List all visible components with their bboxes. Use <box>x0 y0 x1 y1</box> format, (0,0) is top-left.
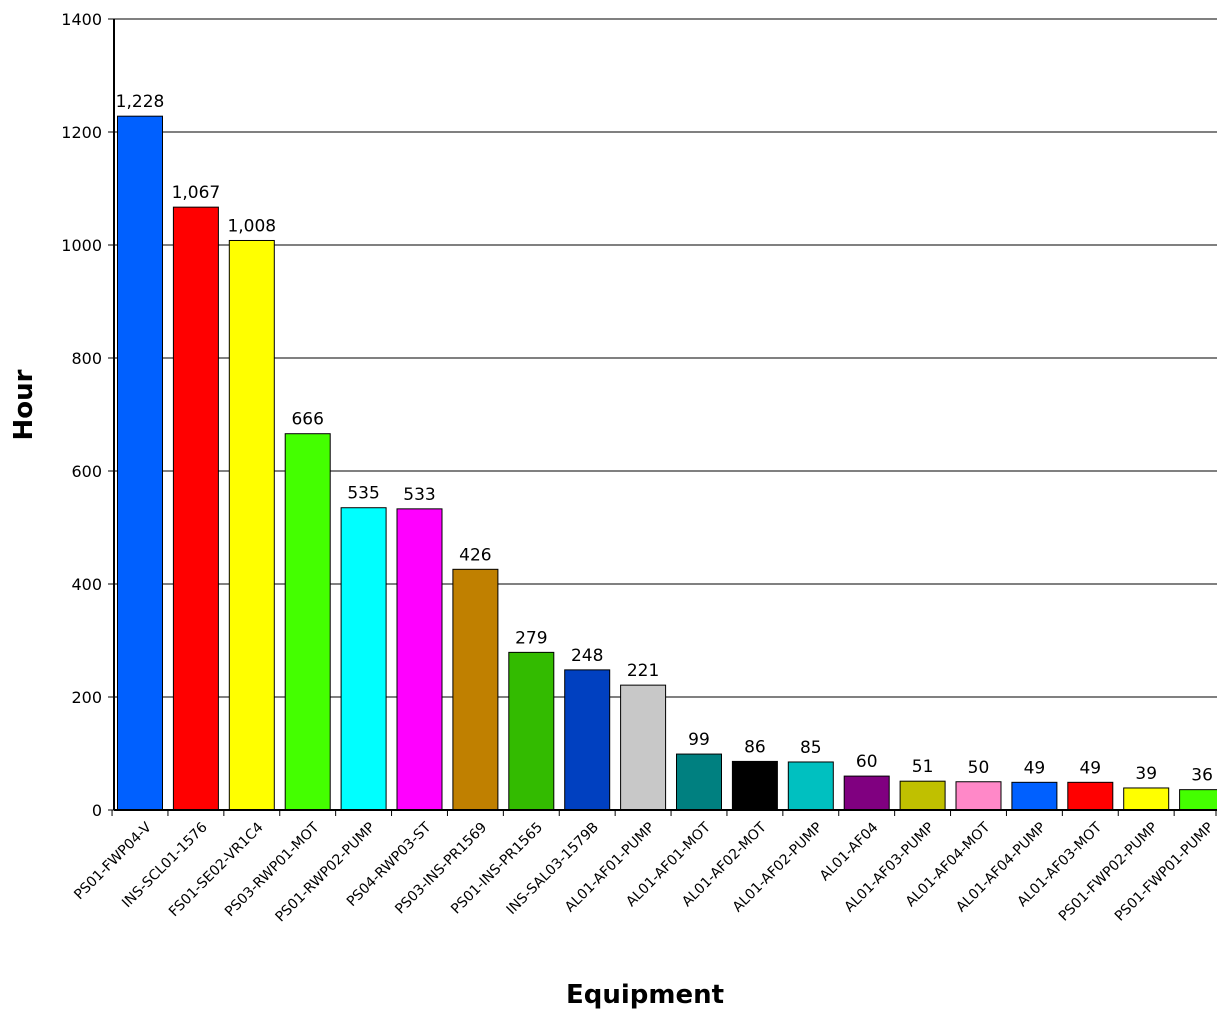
data-label: 49 <box>1079 758 1101 778</box>
data-label: 1,008 <box>227 216 276 236</box>
bar <box>844 776 889 810</box>
x-tick-label: PS01-FWP01-PUMP <box>1112 820 1217 925</box>
data-label: 279 <box>515 628 547 648</box>
bars <box>118 116 1217 810</box>
data-label: 49 <box>1024 758 1046 778</box>
y-tick-label: 1000 <box>61 236 102 255</box>
data-label: 85 <box>800 738 822 758</box>
y-tick-label: 600 <box>71 462 102 481</box>
data-label: 60 <box>856 752 878 772</box>
data-label: 666 <box>291 410 323 430</box>
y-tick-label: 200 <box>71 688 102 707</box>
data-label: 50 <box>968 758 990 778</box>
bar <box>229 240 274 810</box>
bar <box>565 670 610 810</box>
data-label: 535 <box>347 484 379 504</box>
x-tick-label: PS03-RWP01-MOT <box>222 819 323 920</box>
bar <box>1012 782 1057 810</box>
bar <box>788 762 833 810</box>
x-tick-label: PS01-FWP02-PUMP <box>1056 820 1161 925</box>
data-label: 221 <box>627 661 659 681</box>
data-label: 1,228 <box>116 92 165 112</box>
bar <box>341 508 386 810</box>
x-tick-label: PS01-RWP02-PUMP <box>273 820 379 926</box>
data-label: 1,067 <box>172 183 221 203</box>
data-label: 51 <box>912 757 934 777</box>
bar <box>285 434 330 810</box>
y-tick-label: 1400 <box>61 10 102 29</box>
y-tick-label: 0 <box>92 801 102 820</box>
bar <box>1180 790 1217 810</box>
data-label: 86 <box>744 737 766 757</box>
bar <box>956 782 1001 810</box>
bar <box>1068 782 1113 810</box>
y-tick-label: 400 <box>71 575 102 594</box>
data-label: 248 <box>571 646 603 666</box>
data-label: 426 <box>459 545 491 565</box>
bar <box>173 207 218 810</box>
data-label: 533 <box>403 485 435 505</box>
y-tick-label: 1200 <box>61 123 102 142</box>
bar <box>118 116 163 810</box>
bar <box>677 754 722 810</box>
bar <box>509 652 554 810</box>
bar <box>621 685 666 810</box>
bar <box>397 509 442 810</box>
x-tick-label: FS01-SE02-VR1C4 <box>166 819 267 920</box>
bar <box>453 569 498 810</box>
bar <box>900 781 945 810</box>
bar <box>732 761 777 810</box>
x-axis-title: Equipment <box>566 980 724 1010</box>
data-label: 99 <box>688 730 710 750</box>
y-axis-title: Hour <box>9 369 39 440</box>
gridlines <box>114 19 1217 697</box>
x-tick-label: INS-SAL03-1579B <box>504 820 602 918</box>
data-label: 36 <box>1191 766 1213 786</box>
data-label: 39 <box>1135 764 1157 784</box>
y-tick-label: 800 <box>71 349 102 368</box>
bar <box>1124 788 1169 810</box>
